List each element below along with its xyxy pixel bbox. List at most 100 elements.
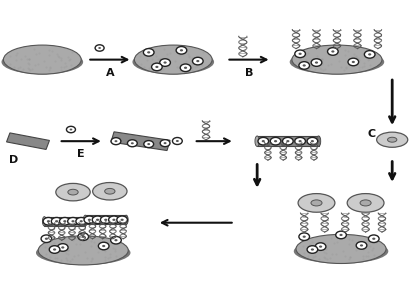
Circle shape bbox=[315, 61, 318, 64]
Circle shape bbox=[303, 235, 306, 238]
Circle shape bbox=[152, 63, 162, 71]
Circle shape bbox=[348, 58, 358, 66]
Ellipse shape bbox=[124, 215, 128, 224]
Circle shape bbox=[274, 140, 277, 142]
Circle shape bbox=[41, 235, 52, 243]
Circle shape bbox=[127, 140, 137, 147]
Circle shape bbox=[101, 216, 111, 224]
Bar bbox=[257, 136, 318, 146]
Circle shape bbox=[286, 140, 290, 142]
Ellipse shape bbox=[3, 45, 81, 74]
Ellipse shape bbox=[93, 183, 127, 200]
Circle shape bbox=[76, 218, 87, 225]
Circle shape bbox=[368, 235, 379, 243]
Circle shape bbox=[336, 231, 346, 239]
Circle shape bbox=[180, 49, 183, 51]
Ellipse shape bbox=[38, 236, 128, 265]
Circle shape bbox=[115, 239, 117, 241]
Ellipse shape bbox=[42, 217, 46, 226]
Circle shape bbox=[117, 216, 127, 224]
Circle shape bbox=[356, 242, 367, 249]
Circle shape bbox=[95, 45, 104, 51]
Circle shape bbox=[368, 53, 371, 56]
Ellipse shape bbox=[36, 240, 131, 265]
Circle shape bbox=[147, 51, 150, 54]
Circle shape bbox=[144, 141, 154, 148]
Circle shape bbox=[63, 220, 66, 222]
Polygon shape bbox=[111, 132, 170, 151]
Circle shape bbox=[372, 238, 375, 240]
Circle shape bbox=[112, 219, 115, 221]
Circle shape bbox=[96, 219, 99, 221]
Circle shape bbox=[311, 140, 314, 142]
Ellipse shape bbox=[290, 50, 384, 74]
Circle shape bbox=[121, 219, 124, 221]
Circle shape bbox=[45, 238, 48, 240]
Circle shape bbox=[53, 248, 56, 251]
Circle shape bbox=[173, 138, 182, 144]
Circle shape bbox=[331, 50, 335, 53]
Ellipse shape bbox=[68, 189, 78, 195]
Circle shape bbox=[303, 64, 306, 67]
Ellipse shape bbox=[347, 193, 384, 212]
Circle shape bbox=[80, 220, 83, 222]
Ellipse shape bbox=[360, 200, 371, 206]
Circle shape bbox=[262, 140, 265, 142]
Text: C: C bbox=[368, 129, 376, 139]
Circle shape bbox=[328, 48, 338, 55]
Ellipse shape bbox=[2, 50, 83, 74]
Ellipse shape bbox=[316, 136, 321, 146]
Circle shape bbox=[315, 243, 326, 250]
Circle shape bbox=[160, 140, 170, 147]
Circle shape bbox=[68, 218, 78, 225]
Ellipse shape bbox=[132, 50, 214, 74]
Bar bbox=[85, 215, 126, 224]
Circle shape bbox=[299, 140, 302, 142]
Bar bbox=[44, 217, 85, 226]
Circle shape bbox=[299, 62, 309, 69]
Circle shape bbox=[307, 246, 318, 253]
Circle shape bbox=[164, 142, 166, 144]
Ellipse shape bbox=[56, 183, 90, 201]
Circle shape bbox=[352, 61, 355, 63]
Circle shape bbox=[98, 242, 109, 250]
Text: D: D bbox=[9, 155, 18, 165]
Circle shape bbox=[52, 218, 62, 225]
Ellipse shape bbox=[311, 200, 322, 206]
Circle shape bbox=[196, 60, 199, 62]
Circle shape bbox=[70, 128, 73, 131]
Circle shape bbox=[164, 61, 167, 64]
Circle shape bbox=[295, 50, 305, 58]
Text: A: A bbox=[105, 68, 114, 78]
Ellipse shape bbox=[296, 234, 386, 263]
Circle shape bbox=[160, 59, 171, 66]
Ellipse shape bbox=[294, 239, 388, 264]
Circle shape bbox=[299, 233, 309, 240]
Circle shape bbox=[176, 46, 187, 54]
Circle shape bbox=[155, 66, 159, 68]
Text: B: B bbox=[245, 68, 253, 78]
Ellipse shape bbox=[83, 215, 87, 224]
Circle shape bbox=[299, 53, 302, 55]
Circle shape bbox=[66, 126, 75, 133]
Circle shape bbox=[131, 142, 134, 144]
Circle shape bbox=[61, 246, 64, 249]
Circle shape bbox=[88, 219, 91, 221]
Circle shape bbox=[84, 216, 95, 224]
Ellipse shape bbox=[134, 45, 212, 74]
Circle shape bbox=[311, 59, 322, 66]
Ellipse shape bbox=[298, 193, 335, 212]
Circle shape bbox=[109, 216, 119, 224]
Circle shape bbox=[360, 244, 363, 247]
Ellipse shape bbox=[388, 137, 397, 142]
Circle shape bbox=[78, 233, 89, 240]
Ellipse shape bbox=[83, 217, 87, 226]
Circle shape bbox=[258, 137, 269, 145]
Circle shape bbox=[176, 140, 179, 142]
Circle shape bbox=[111, 236, 121, 244]
Ellipse shape bbox=[255, 136, 260, 146]
Circle shape bbox=[104, 219, 108, 221]
Circle shape bbox=[319, 245, 322, 248]
Circle shape bbox=[57, 244, 68, 251]
Ellipse shape bbox=[105, 188, 115, 194]
